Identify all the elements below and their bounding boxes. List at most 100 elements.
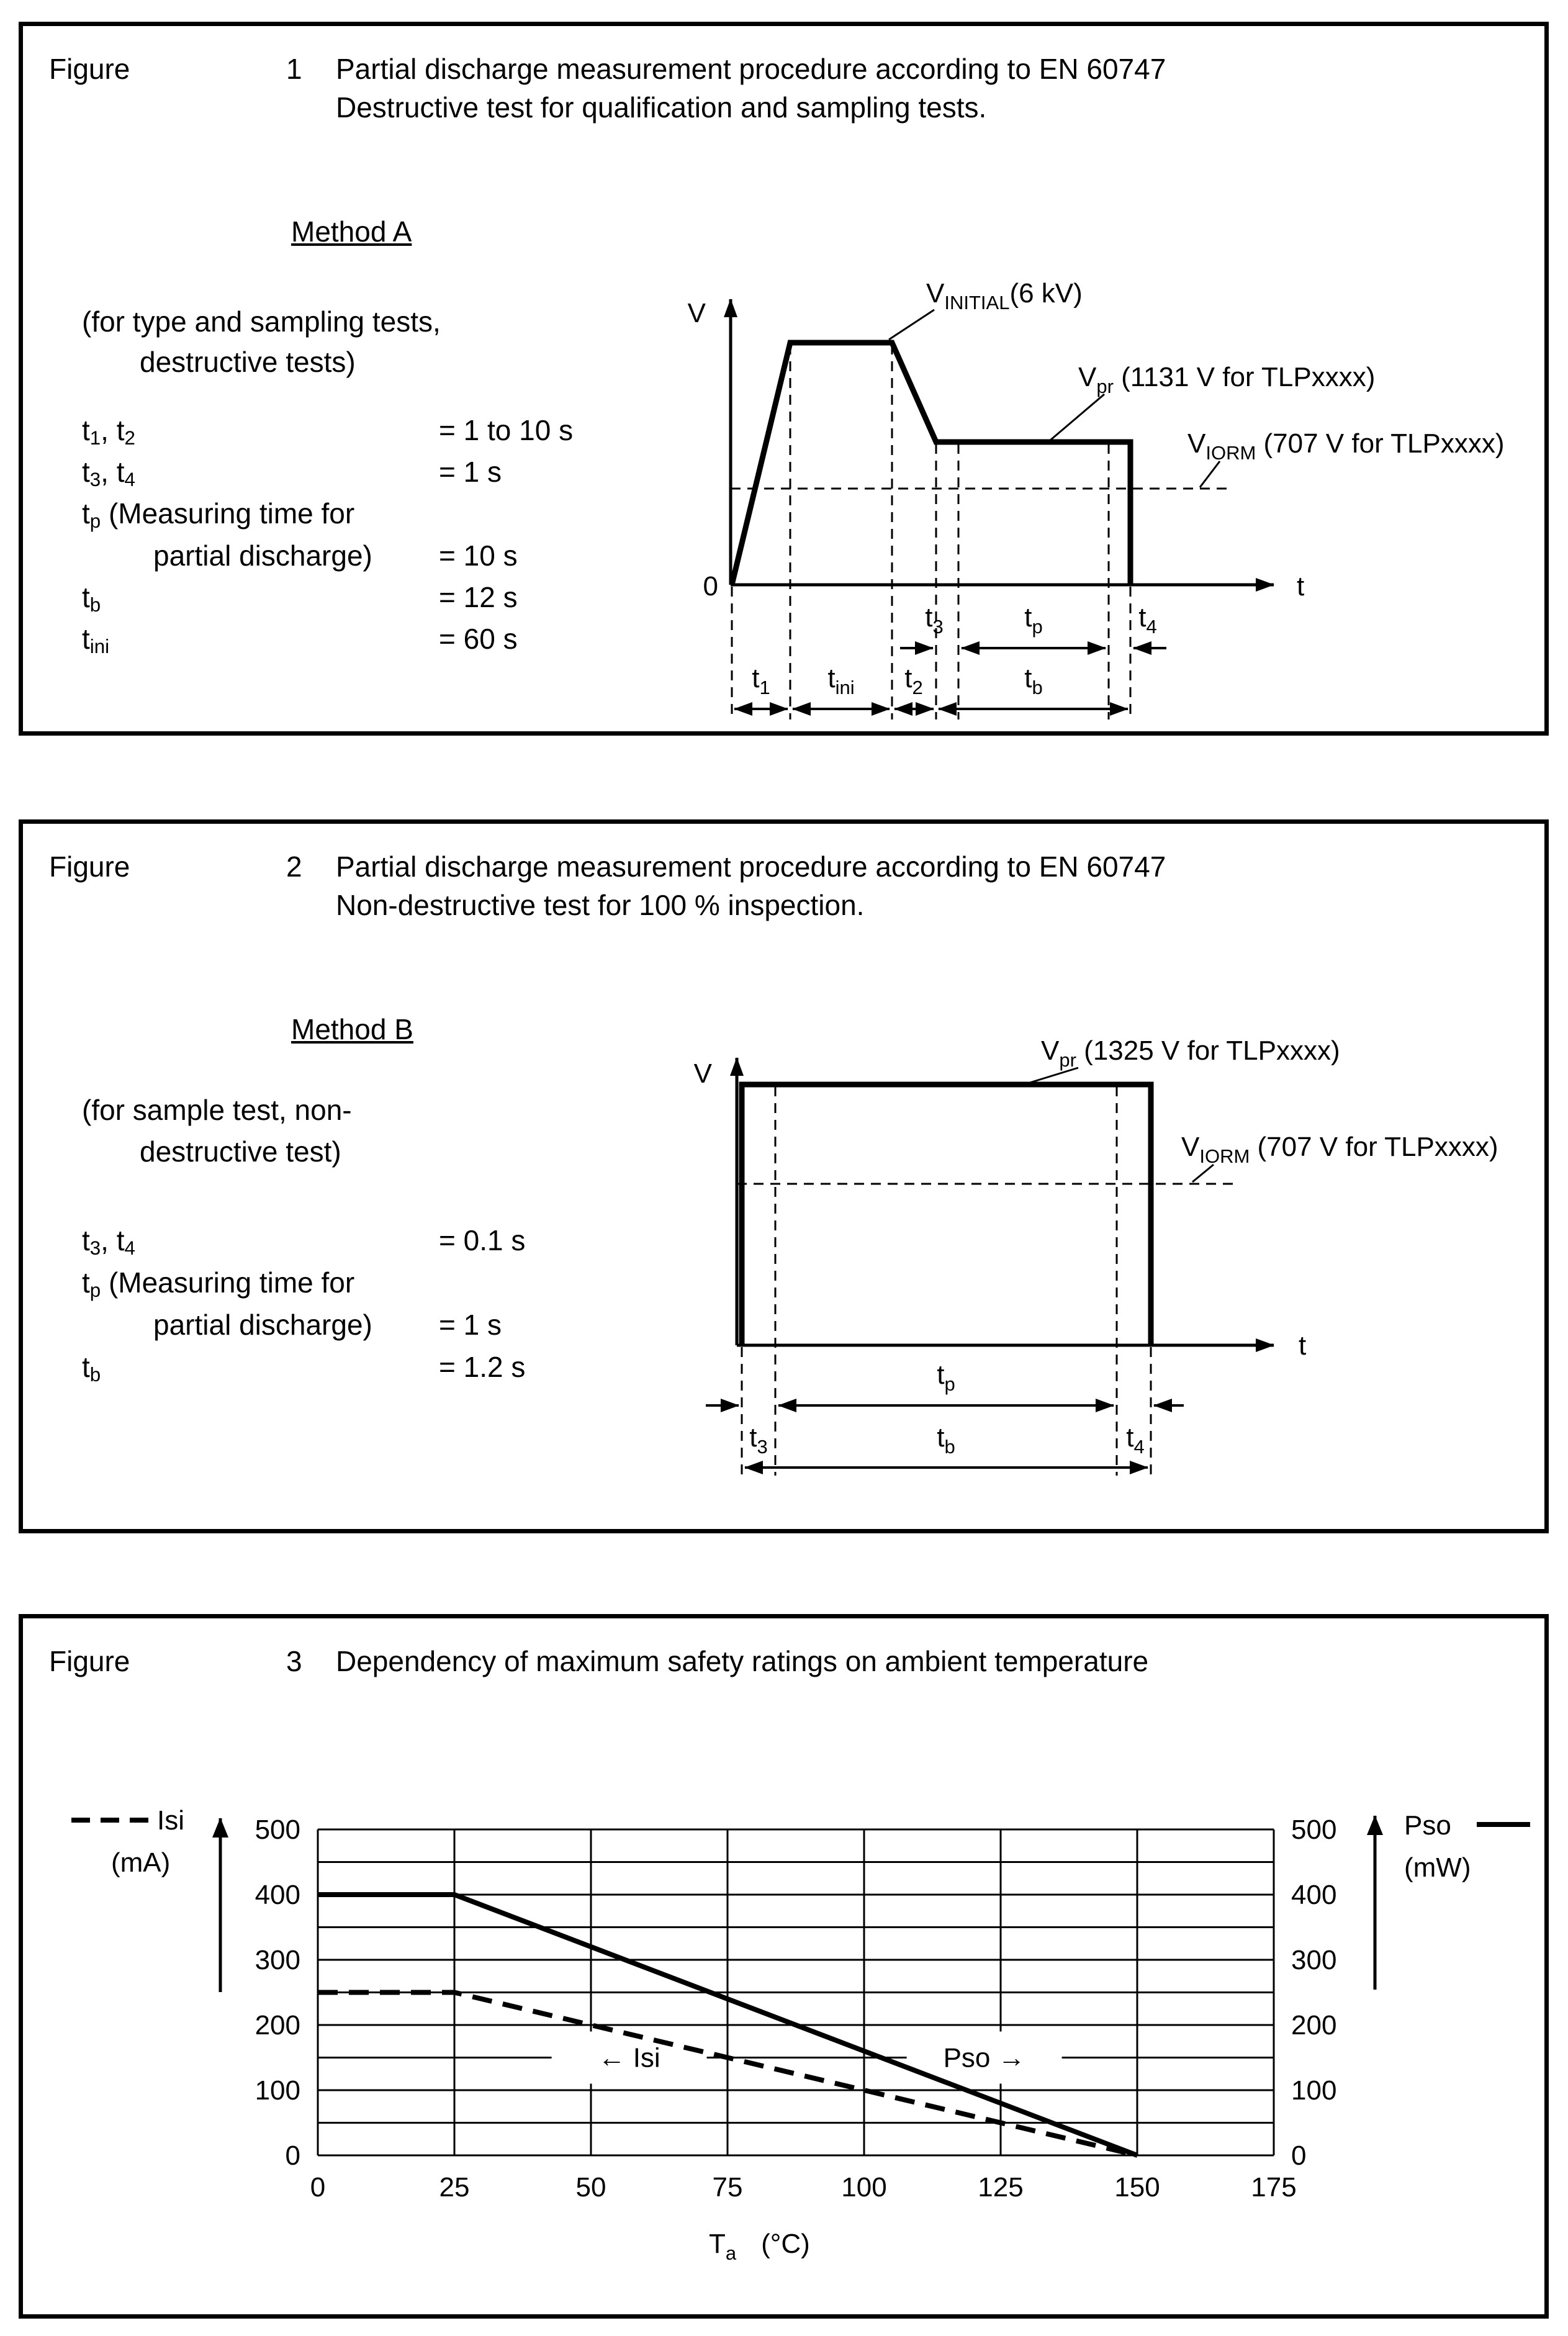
y-tick-label-left: 200 <box>255 2010 300 2041</box>
v-axis-label: V <box>688 298 706 328</box>
series-isi-line <box>318 1990 1138 2158</box>
vinitial-pointer <box>888 309 935 341</box>
right-axis-legend: Pso (mW) <box>1367 1810 1530 1990</box>
figure2-title: Partial discharge measurement procedure … <box>336 847 1166 924</box>
y-tick-label-left: 400 <box>255 1880 300 1910</box>
param-row-continuation: partial discharge) <box>153 1309 372 1341</box>
left-legend-label: Isi <box>157 1805 184 1836</box>
param-row: t3, t4 <box>82 1224 135 1259</box>
t4-label: t4 <box>1126 1422 1144 1458</box>
t4-label: t4 <box>1138 602 1156 638</box>
left-axis-legend: Isi (mA) <box>71 1805 228 1992</box>
tp-label: tp <box>937 1360 955 1395</box>
dashed-guides <box>731 345 1227 719</box>
param-row: tp (Measuring time for <box>82 497 355 532</box>
y-tick-label-right: 200 <box>1291 2010 1336 2041</box>
figure3-box: Figure 3 Dependency of maximum safety ra… <box>19 1614 1549 2319</box>
figure1-title-line2: Destructive test for qualification and s… <box>336 91 987 124</box>
figure1-method-heading: Method A <box>291 215 412 248</box>
figure2-note-line1: (for sample test, non- <box>82 1094 352 1126</box>
x-tick-label: 150 <box>1114 2172 1160 2203</box>
x-tick-label: 125 <box>978 2172 1023 2203</box>
v-axis-label: V <box>694 1058 713 1089</box>
figure2-title-line1: Partial discharge measurement procedure … <box>336 850 1166 883</box>
right-legend-label: Pso <box>1404 1810 1451 1841</box>
y-tick-label-right: 0 <box>1291 2140 1306 2171</box>
figure1-note-line2: destructive tests) <box>140 346 356 378</box>
param-value: = 12 s <box>439 581 518 613</box>
figure1-number: 1 <box>286 53 302 85</box>
y-tick-label-right: 100 <box>1291 2075 1336 2106</box>
param-row: tp (Measuring time for <box>82 1266 355 1301</box>
x-tick-label: 50 <box>576 2172 606 2203</box>
vpr-label: Vpr (1131 V for TLPxxxx) <box>1078 362 1375 397</box>
figure2-title-line2: Non-destructive test for 100 % inspectio… <box>336 889 865 921</box>
param-value: = 1 to 10 s <box>439 414 574 446</box>
curve-annotation: Pso → <box>944 2043 1025 2073</box>
y-tick-label-left: 500 <box>255 1815 300 1845</box>
param-row: tb <box>82 1351 101 1386</box>
x-tick-label: 75 <box>713 2172 743 2203</box>
annotation-halo <box>551 2031 707 2084</box>
voltage-waveform <box>739 1081 1154 1345</box>
param-value: = 1 s <box>439 1309 502 1341</box>
t2-label: t2 <box>904 663 922 698</box>
figure2-number: 2 <box>286 850 302 883</box>
figure3-caption-word: Figure <box>49 1645 130 1677</box>
viorm-label: VIORM (707 V for TLPxxxx) <box>1181 1132 1498 1167</box>
viorm-pointer <box>1199 461 1221 488</box>
series-pso-line <box>318 1892 1138 2158</box>
x-tick-label: 175 <box>1251 2172 1296 2203</box>
x-axis-label: Ta (°C) <box>709 2229 810 2264</box>
curve-annotation: ← Isi <box>598 2043 660 2073</box>
figure2-caption-word: Figure <box>49 850 130 883</box>
vpr-pointer <box>1029 1067 1079 1084</box>
right-legend-unit: (mW) <box>1404 1852 1471 1883</box>
y-tick-label-right: 300 <box>1291 1945 1336 1975</box>
vinitial-label: VINITIAL(6 kV) <box>926 278 1083 313</box>
param-value: = 10 s <box>439 539 518 572</box>
figure2-method-heading: Method B <box>291 1013 413 1045</box>
t-axis-label: t <box>1297 571 1304 602</box>
figure1-title: Partial discharge measurement procedure … <box>336 50 1166 127</box>
left-legend-unit: (mA) <box>111 1847 170 1878</box>
y-tick-label-right: 500 <box>1291 1815 1336 1845</box>
x-tick-label: 100 <box>841 2172 886 2203</box>
param-row: t3, t4 <box>82 456 135 490</box>
figure3-title-line1: Dependency of maximum safety ratings on … <box>336 1645 1149 1677</box>
tb-label: tb <box>937 1422 955 1458</box>
dashed-guides <box>737 1086 1238 1476</box>
voltage-waveform <box>729 340 1133 586</box>
figure2-box: Figure 2 Partial discharge measurement p… <box>19 819 1549 1533</box>
param-value: = 60 s <box>439 623 518 655</box>
y-tick-label-left: 0 <box>286 2140 300 2171</box>
t3-label: t3 <box>925 602 943 638</box>
x-tick-label: 25 <box>439 2172 470 2203</box>
vpr-label: Vpr (1325 V for TLPxxxx) <box>1041 1035 1340 1071</box>
figure3-number: 3 <box>286 1645 302 1677</box>
param-value: = 1 s <box>439 456 502 488</box>
t-axis-label: t <box>1299 1330 1306 1361</box>
t1-label: t1 <box>752 663 770 698</box>
viorm-pointer <box>1192 1163 1214 1183</box>
param-row: tb <box>82 581 101 616</box>
viorm-label: VIORM (707 V for TLPxxxx) <box>1187 428 1505 464</box>
y-tick-label-left: 300 <box>255 1945 300 1975</box>
x-tick-label: 0 <box>310 2172 325 2203</box>
figure1-waveform-diagram: V 0 t VINITIAL(6 kV) Vpr (1131 V for TLP… <box>688 278 1505 719</box>
figure1-title-line1: Partial discharge measurement procedure … <box>336 53 1166 85</box>
y-tick-label-right: 400 <box>1291 1880 1336 1910</box>
param-row: tini <box>82 623 110 657</box>
t3-label: t3 <box>749 1422 767 1458</box>
figure1-box: Figure 1 Partial discharge measurement p… <box>19 22 1549 736</box>
param-row-continuation: partial discharge) <box>153 539 372 572</box>
vpr-pointer <box>1050 393 1105 441</box>
param-value: = 1.2 s <box>439 1351 526 1383</box>
tp-label: tp <box>1024 602 1042 638</box>
tb-label: tb <box>1024 663 1042 698</box>
figure1-note-line1: (for type and sampling tests, <box>82 305 441 338</box>
figure2-note-line2: destructive test) <box>140 1135 341 1168</box>
